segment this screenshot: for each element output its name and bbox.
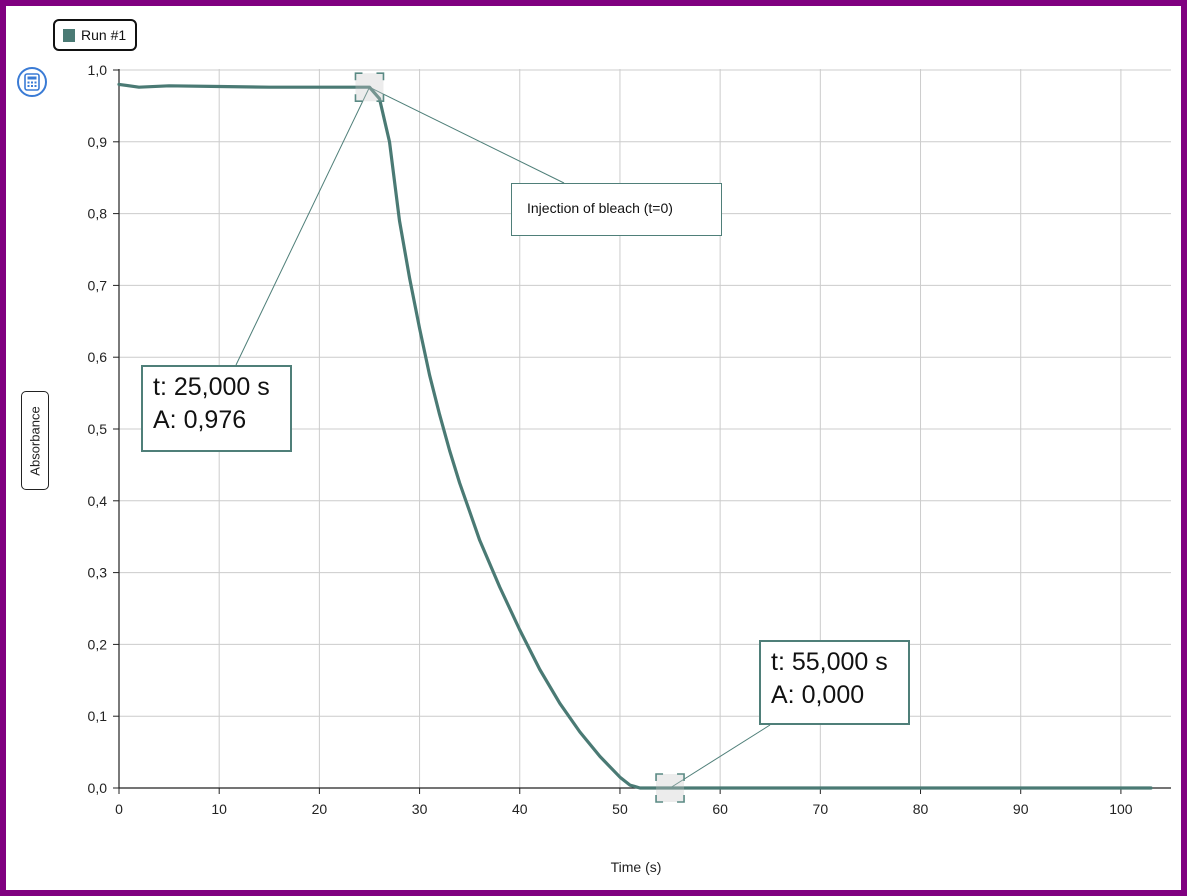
marker-corner-1-0 [655, 773, 664, 781]
y-tick-label-8: 0,8 [88, 206, 108, 222]
x-tick-labels: 0 10 20 30 40 50 60 70 80 90 100 [115, 801, 1133, 817]
callout-start-time: t: 25,000 s [153, 373, 270, 401]
x-tick-label-5: 50 [612, 801, 628, 817]
y-tick-label-6: 0,6 [88, 349, 108, 365]
marker-corner-0-3 [376, 94, 385, 103]
marker-fill-0 [355, 73, 384, 102]
y-axis-label: Absorbance [27, 405, 43, 476]
x-tick-label-8: 80 [913, 801, 929, 817]
marker-corner-1-1 [677, 773, 685, 781]
y-tick-label-5: 0,5 [88, 421, 108, 437]
calculator-icon [24, 73, 40, 91]
marker-1[interactable] [655, 773, 685, 803]
data-markers[interactable] [354, 72, 685, 803]
marker-corner-0-1 [376, 72, 385, 81]
y-tick-label-10: 1,0 [88, 62, 108, 78]
callout-end-absorbance: A: 0,000 [771, 681, 865, 709]
y-tick-label-1: 0,1 [88, 708, 108, 724]
legend-run-1[interactable]: Run #1 [53, 19, 138, 51]
callout-leader-lines [235, 86, 771, 789]
marker-corner-0-2 [354, 94, 363, 103]
x-tick-label-3: 30 [412, 801, 428, 817]
callout-end-time: t: 55,000 s [771, 648, 888, 676]
y-tick-labels: 0,0 0,1 0,2 0,3 0,4 0,5 0,6 0,7 0,8 0,9 1,0 [88, 62, 108, 796]
leader-end [669, 724, 771, 789]
y-tick-label-7: 0,7 [88, 277, 108, 293]
series-run-1[interactable] [117, 82, 1153, 790]
y-tick-label-2: 0,2 [88, 636, 108, 652]
marker-corner-1-2 [655, 795, 664, 803]
leader-annotation [369, 86, 565, 184]
series-line-0[interactable] [117, 82, 1153, 790]
y-axis-label-button[interactable]: Absorbance [21, 391, 49, 490]
callout-end-readout[interactable]: t: 55,000 s A: 0,000 [759, 640, 910, 725]
x-tick-label-6: 60 [712, 801, 728, 817]
legend-swatch [63, 28, 75, 42]
annotation-injection-text: Injection of bleach (t=0) [527, 200, 673, 216]
x-axis-label: Time (s) [611, 859, 662, 875]
x-tick-label-1: 10 [211, 801, 227, 817]
x-tick-label-0: 0 [115, 801, 123, 817]
y-tick-label-9: 0,9 [88, 134, 108, 150]
x-tick-label-2: 20 [312, 801, 328, 817]
marker-corner-0-0 [354, 72, 363, 81]
callout-start-absorbance: A: 0,976 [153, 406, 247, 434]
leader-start [235, 87, 370, 366]
callout-start-readout[interactable]: t: 25,000 s A: 0,976 [141, 365, 292, 452]
x-tick-label-7: 70 [813, 801, 829, 817]
marker-corner-1-3 [677, 795, 685, 803]
x-tick-label-4: 40 [512, 801, 528, 817]
y-tick-label-3: 0,3 [88, 565, 108, 581]
y-tick-label-4: 0,4 [88, 493, 108, 509]
legend-label: Run #1 [81, 27, 127, 43]
x-tick-label-9: 90 [1013, 801, 1029, 817]
calculator-button[interactable] [17, 67, 47, 97]
marker-0[interactable] [354, 72, 385, 103]
marker-fill-1 [656, 774, 685, 802]
y-tick-label-0: 0,0 [88, 780, 108, 796]
annotation-injection[interactable]: Injection of bleach (t=0) [511, 183, 722, 236]
x-tick-label-10: 100 [1109, 801, 1133, 817]
